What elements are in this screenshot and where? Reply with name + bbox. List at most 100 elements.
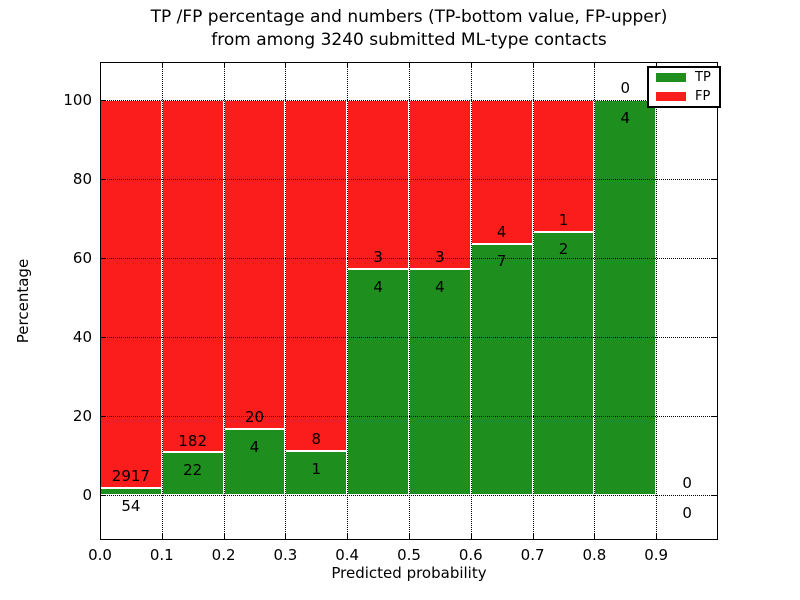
chart-title-line2: from among 3240 submitted ML-type contac… <box>211 30 607 50</box>
bar-tp-0.8-0.9 <box>594 100 657 495</box>
x-tick-bottom-0.5 <box>409 534 410 540</box>
chart-title: TP /FP percentage and numbers (TP-bottom… <box>100 6 718 52</box>
fp-count-0.0-0.1: 2917 <box>111 466 150 485</box>
tp-count-0.2-0.3: 4 <box>249 437 260 456</box>
gridline-x-0.9 <box>656 62 658 540</box>
x-tick-top-0.8 <box>594 62 596 68</box>
x-tick-bottom-0.8 <box>594 534 596 540</box>
y-tick-left-40 <box>100 337 106 338</box>
x-tick-label-0.7: 0.7 <box>520 546 545 564</box>
x-tick-label-0.9: 0.9 <box>644 546 669 564</box>
y-tick-right-60 <box>712 258 718 259</box>
legend-label-fp: FP <box>695 89 711 104</box>
x-tick-label-0.4: 0.4 <box>335 546 360 564</box>
x-tick-top-0.9 <box>656 62 658 68</box>
x-tick-top-0.0 <box>100 62 101 68</box>
x-tick-top-0.3 <box>285 62 287 68</box>
legend-entry-tp: TP <box>649 68 719 87</box>
bar-tp-0.3-0.4 <box>285 451 348 495</box>
legend: TP FP <box>647 66 721 108</box>
x-axis-label: Predicted probability <box>331 564 487 582</box>
chart-title-line1: TP /FP percentage and numbers (TP-bottom… <box>150 7 668 27</box>
x-tick-bottom-0.2 <box>223 534 225 540</box>
fp-count-0.1-0.2: 182 <box>178 431 207 450</box>
y-tick-label-80: 80 <box>72 170 92 188</box>
gridline-x-0.6 <box>470 62 472 540</box>
bar-tp-0.7-0.8 <box>532 231 595 495</box>
gridline-x-0.5 <box>409 62 410 540</box>
tp-count-0.7-0.8: 2 <box>558 240 569 259</box>
y-tick-label-100: 100 <box>63 91 92 109</box>
y-tick-right-40 <box>712 337 718 338</box>
tp-count-0.1-0.2: 22 <box>183 461 203 480</box>
bar-fp-0.1-0.2 <box>161 100 224 453</box>
fp-count-0.7-0.8: 1 <box>558 210 569 229</box>
bar-fp-0.7-0.8 <box>532 100 595 232</box>
y-tick-label-20: 20 <box>72 407 92 425</box>
tp-count-0.8-0.9: 4 <box>620 108 631 127</box>
bar-tp-0.4-0.5 <box>347 269 409 495</box>
gridline-y-20 <box>100 416 718 417</box>
gridline-x-0.7 <box>532 62 534 540</box>
tp-count-0.4-0.5: 4 <box>373 278 383 297</box>
x-tick-top-0.7 <box>532 62 534 68</box>
x-tick-label-0.3: 0.3 <box>273 546 298 564</box>
x-tick-top-0.2 <box>223 62 225 68</box>
x-tick-top-0.1 <box>161 62 163 68</box>
gridline-x-0.1 <box>161 62 163 540</box>
bar-fp-0.2-0.3 <box>223 100 286 430</box>
bar-tp-0.0-0.1 <box>100 487 162 495</box>
fp-count-0.6-0.7: 4 <box>496 222 507 241</box>
legend-swatch-tp <box>656 73 686 82</box>
legend-entry-fp: FP <box>649 87 719 106</box>
x-tick-bottom-0.4 <box>347 534 349 540</box>
tp-count-0.5-0.6: 4 <box>435 278 445 297</box>
y-tick-label-0: 0 <box>82 486 92 504</box>
fp-count-0.5-0.6: 3 <box>435 248 445 267</box>
gridline-x-0.4 <box>347 62 349 540</box>
bar-fp-0.5-0.6 <box>409 100 471 270</box>
y-tick-left-20 <box>100 416 106 417</box>
gridline-y-60 <box>100 258 718 259</box>
x-tick-top-0.6 <box>470 62 472 68</box>
tp-count-0.0-0.1: 54 <box>121 496 141 515</box>
y-tick-left-100 <box>100 100 106 101</box>
fp-count-0.8-0.9: 0 <box>620 79 631 98</box>
x-tick-label-0.5: 0.5 <box>397 546 421 564</box>
legend-swatch-fp <box>656 92 686 101</box>
bar-tp-0.5-0.6 <box>409 269 471 495</box>
x-tick-bottom-0.0 <box>100 534 101 540</box>
x-tick-bottom-0.7 <box>532 534 534 540</box>
gridline-y-40 <box>100 337 718 338</box>
y-tick-left-80 <box>100 179 106 180</box>
y-axis-label: Percentage <box>14 258 32 344</box>
tp-count-0.6-0.7: 7 <box>496 252 507 271</box>
bar-tp-0.2-0.3 <box>223 429 286 495</box>
fp-count-0.4-0.5: 3 <box>373 248 383 267</box>
x-tick-bottom-0.6 <box>470 534 472 540</box>
y-tick-right-20 <box>712 416 718 417</box>
bar-fp-0.6-0.7 <box>470 100 533 244</box>
legend-label-tp: TP <box>695 70 711 85</box>
gridline-y-80 <box>100 179 718 180</box>
gridline-y-0 <box>100 495 718 496</box>
gridline-x-0.8 <box>594 62 596 540</box>
x-tick-label-0.8: 0.8 <box>582 546 607 564</box>
x-tick-bottom-0.9 <box>656 534 658 540</box>
y-tick-left-0 <box>100 495 106 496</box>
y-tick-left-60 <box>100 258 106 259</box>
fp-count-0.3-0.4: 8 <box>311 430 322 449</box>
fp-count-0.2-0.3: 20 <box>244 408 265 427</box>
bar-fp-0.0-0.1 <box>100 100 162 488</box>
y-tick-label-60: 60 <box>72 249 92 267</box>
x-tick-top-0.4 <box>347 62 349 68</box>
y-tick-right-80 <box>712 179 718 180</box>
gridline-y-100 <box>100 100 718 101</box>
x-tick-top-0.5 <box>409 62 410 68</box>
x-tick-bottom-0.1 <box>161 534 163 540</box>
y-tick-label-40: 40 <box>72 328 92 346</box>
tp-count-0.3-0.4: 1 <box>311 459 322 478</box>
bar-fp-0.3-0.4 <box>285 100 348 452</box>
x-tick-label-0.6: 0.6 <box>458 546 483 564</box>
x-tick-label-0.0: 0.0 <box>88 546 112 564</box>
